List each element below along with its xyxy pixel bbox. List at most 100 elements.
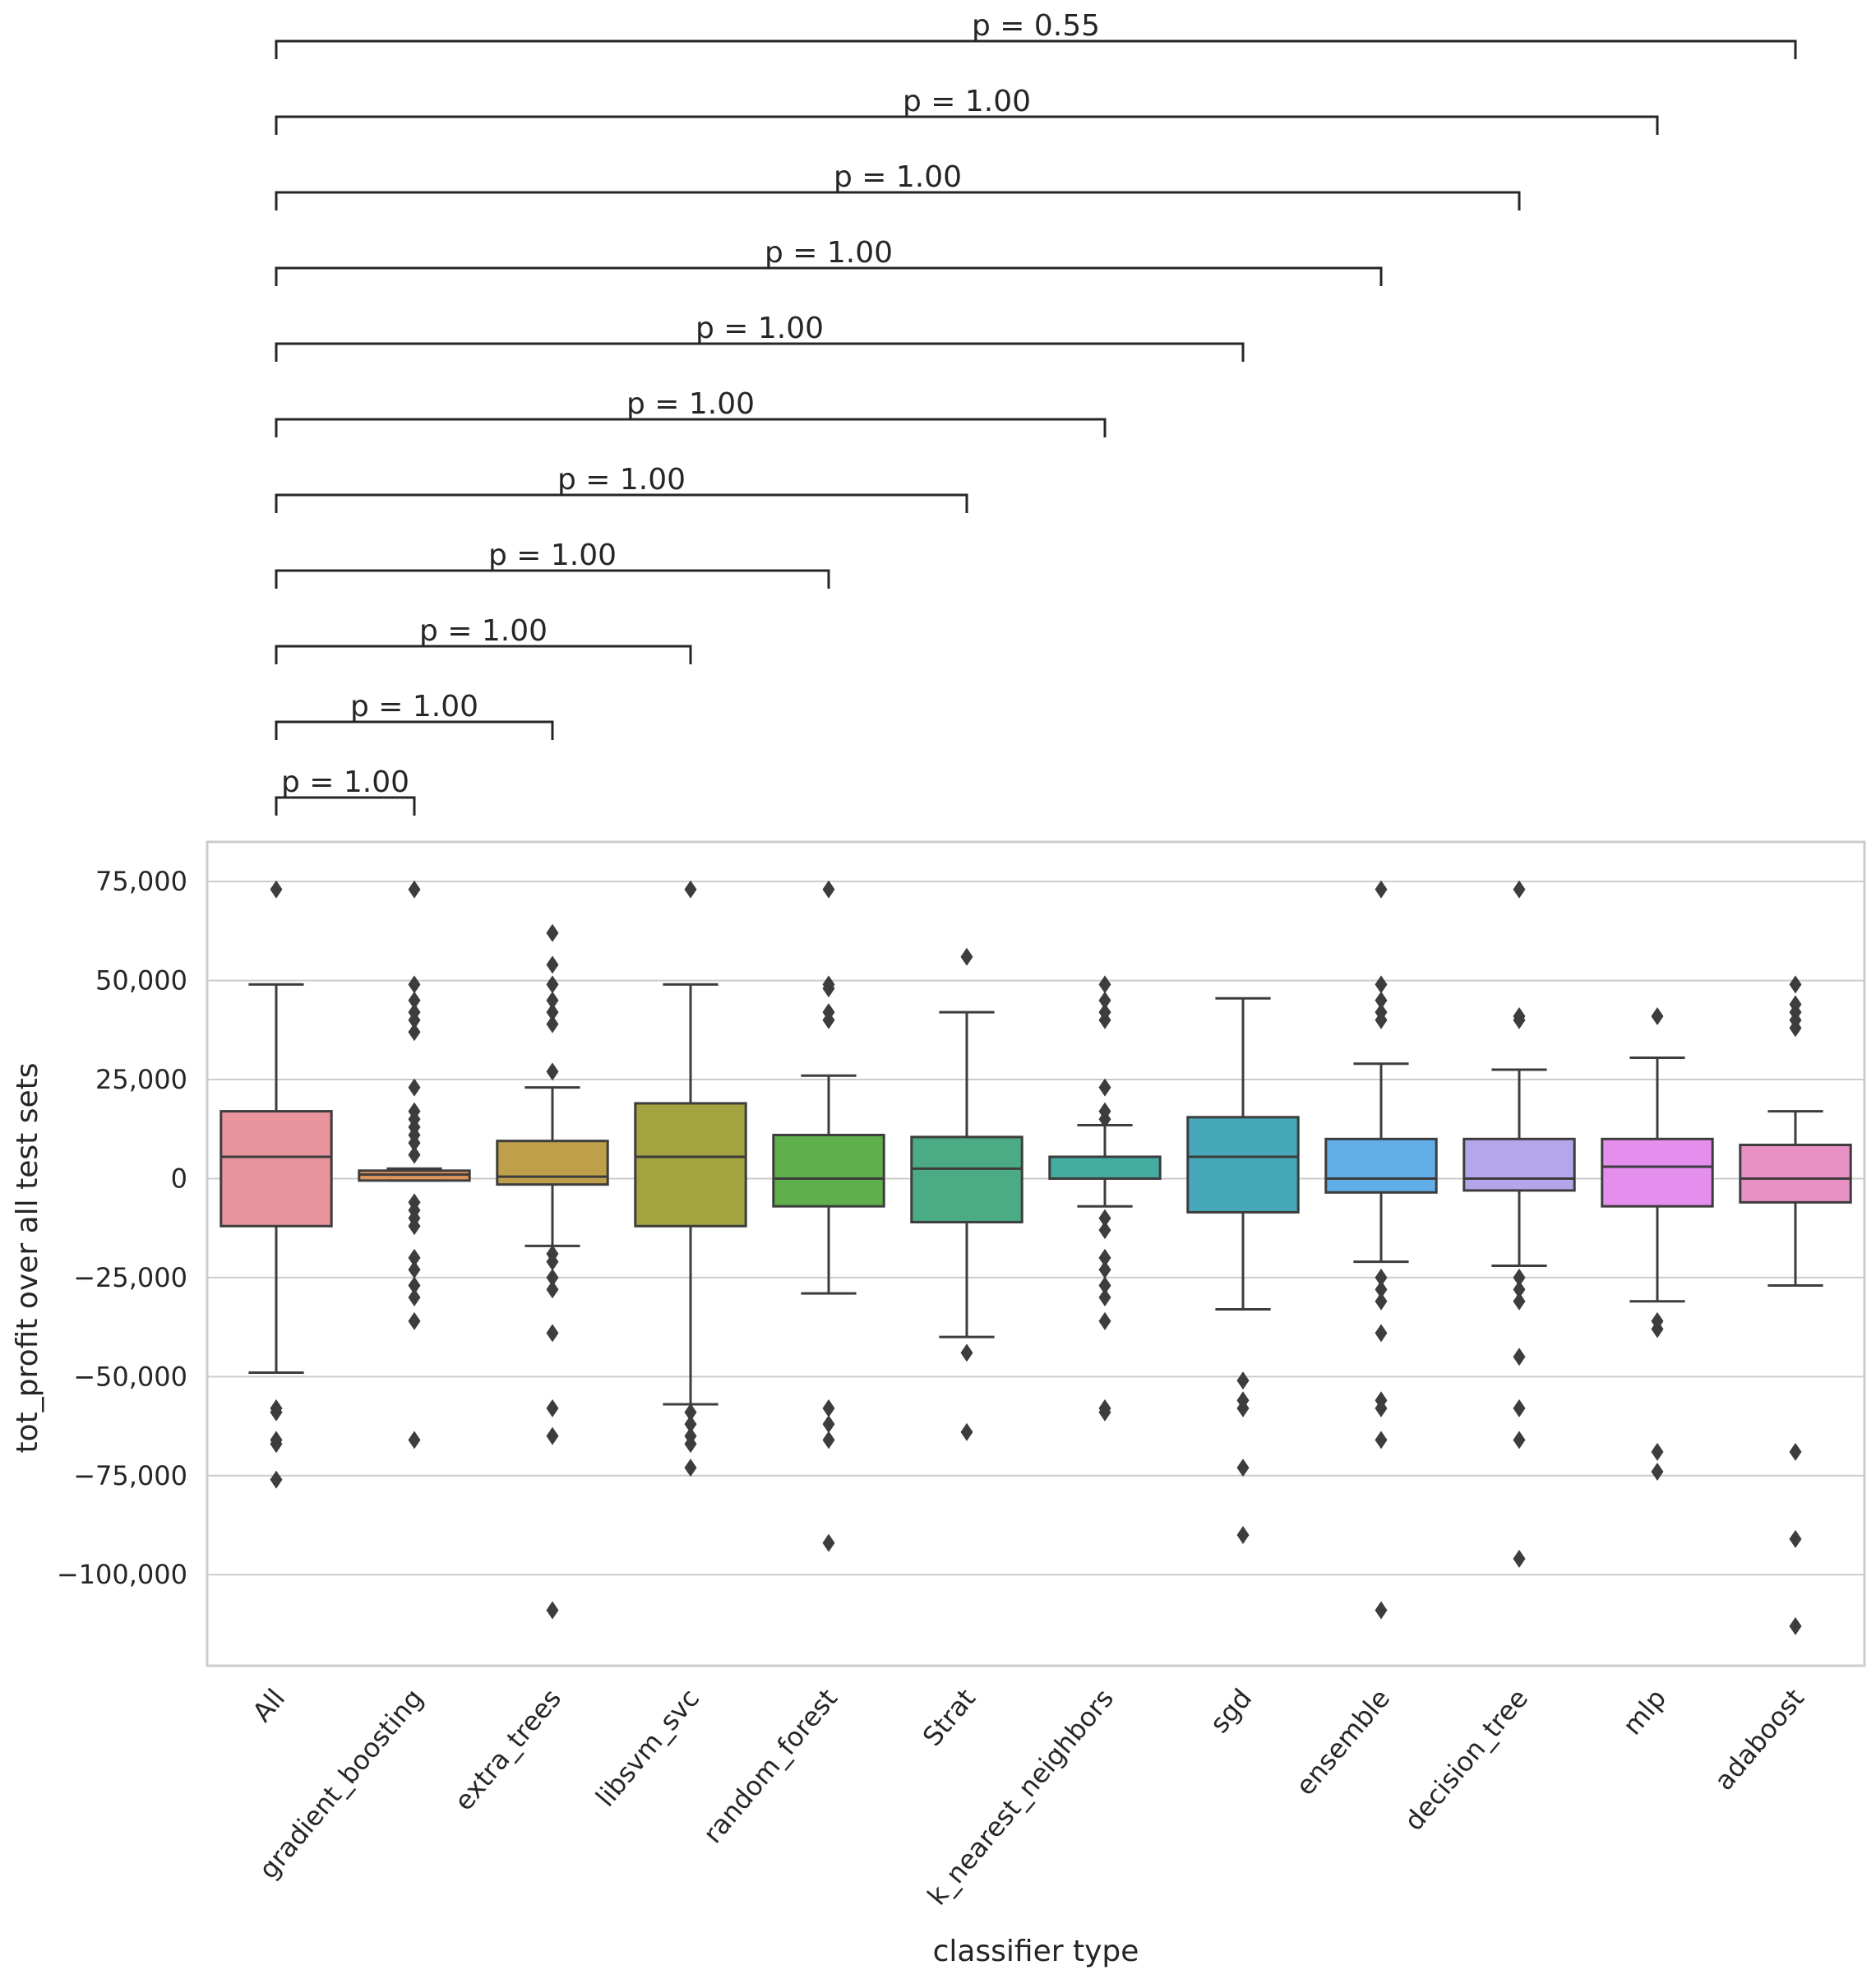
outlier-point xyxy=(1236,1371,1250,1390)
outlier-point xyxy=(546,955,559,974)
significance-bracket: p = 1.00 xyxy=(275,765,416,816)
plot-area xyxy=(206,840,1866,1667)
outlier-point xyxy=(1375,1324,1388,1343)
x-tick-label: random_forest xyxy=(697,1683,843,1849)
outlier-point xyxy=(270,1403,283,1422)
p-value-label: p = 1.00 xyxy=(419,614,548,648)
outlier-point xyxy=(822,1010,835,1029)
boxes xyxy=(219,880,1852,1635)
outlier-point xyxy=(1651,1462,1664,1481)
outlier-point xyxy=(1098,1276,1111,1295)
outlier-point xyxy=(408,1276,421,1295)
box-iqr xyxy=(496,1140,609,1186)
outlier-point xyxy=(1375,975,1388,994)
significance-bracket: p = 1.00 xyxy=(275,387,1107,437)
p-value-label: p = 1.00 xyxy=(765,236,893,270)
outlier-point xyxy=(408,1217,421,1236)
outlier-point xyxy=(1651,1006,1664,1025)
box-group xyxy=(1324,880,1438,1620)
p-value-label: p = 1.00 xyxy=(350,690,478,724)
outlier-point xyxy=(408,991,421,1010)
outlier-point xyxy=(270,1470,283,1489)
outlier-point xyxy=(1651,1320,1664,1339)
outlier-point xyxy=(1513,1348,1526,1366)
outlier-point xyxy=(1513,1010,1526,1029)
y-axis-label: tot_profit over all test sets xyxy=(11,1063,44,1454)
outlier-point xyxy=(546,1324,559,1343)
outlier-point xyxy=(1789,1442,1802,1461)
box-group xyxy=(634,880,747,1477)
outlier-point xyxy=(1513,1549,1526,1568)
outlier-point xyxy=(1789,1529,1802,1548)
outlier-point xyxy=(960,947,973,966)
outlier-point xyxy=(546,1062,559,1081)
outlier-point xyxy=(684,1435,697,1454)
outlier-point xyxy=(408,880,421,899)
outlier-point xyxy=(1789,1019,1802,1038)
box-group xyxy=(1601,1006,1714,1481)
outlier-point xyxy=(1098,975,1111,994)
box-iqr xyxy=(1601,1137,1714,1208)
p-value-label: p = 1.00 xyxy=(557,463,686,497)
gridlines xyxy=(207,881,1864,1576)
box-group xyxy=(1462,880,1576,1568)
significance-bracket: p = 1.00 xyxy=(275,312,1245,362)
outlier-point xyxy=(546,1015,559,1033)
box-group xyxy=(772,880,885,1552)
outlier-point xyxy=(1513,1292,1526,1311)
outlier-point xyxy=(546,1268,559,1287)
y-tick-label: −50,000 xyxy=(73,1361,187,1392)
outlier-point xyxy=(408,1260,421,1279)
outlier-point xyxy=(684,1403,697,1422)
y-tick-label: 50,000 xyxy=(95,965,187,996)
outlier-point xyxy=(1098,1288,1111,1306)
p-value-label: p = 1.00 xyxy=(903,85,1031,118)
y-tick-label: −75,000 xyxy=(73,1460,187,1491)
outlier-point xyxy=(1789,975,1802,994)
outlier-point xyxy=(1236,1459,1250,1477)
y-tick-label: −100,000 xyxy=(57,1559,187,1590)
box-group xyxy=(219,880,333,1489)
outlier-point xyxy=(1236,1399,1250,1417)
outlier-point xyxy=(1375,1010,1388,1029)
outlier-point xyxy=(684,880,697,899)
outlier-point xyxy=(1098,1311,1111,1330)
outlier-point xyxy=(1513,1399,1526,1417)
p-value-label: p = 1.00 xyxy=(695,312,824,345)
outlier-point xyxy=(546,975,559,994)
x-tick-label: mlp xyxy=(1616,1683,1672,1741)
box-iqr xyxy=(1048,1155,1162,1180)
outlier-point xyxy=(546,991,559,1010)
outlier-point xyxy=(1375,1292,1388,1311)
p-value-label: p = 1.00 xyxy=(488,539,617,572)
y-tick-label: 75,000 xyxy=(95,866,187,897)
bracket-line xyxy=(275,115,1659,135)
outlier-point xyxy=(1375,1431,1388,1450)
outlier-point xyxy=(546,923,559,942)
box-iqr xyxy=(1186,1116,1300,1214)
outlier-point xyxy=(1513,1280,1526,1299)
outlier-point xyxy=(1375,991,1388,1010)
outlier-point xyxy=(684,1415,697,1434)
outlier-point xyxy=(546,1426,559,1445)
outlier-point xyxy=(1513,1268,1526,1287)
significance-bracket: p = 1.00 xyxy=(275,463,968,513)
y-tick-label: −25,000 xyxy=(73,1262,187,1293)
outlier-point xyxy=(408,1288,421,1306)
x-tick-label: libsvm_svc xyxy=(589,1683,705,1813)
outlier-point xyxy=(1098,991,1111,1010)
outlier-point xyxy=(684,1459,697,1477)
box-iqr xyxy=(1462,1137,1576,1192)
outlier-point xyxy=(1513,1431,1526,1450)
significance-annotations: p = 1.00 p = 1.00 p = 1.00 p = 1.00 p = 1.00… xyxy=(275,9,1797,816)
outlier-point xyxy=(1375,1268,1388,1287)
significance-bracket: p = 1.00 xyxy=(275,160,1521,210)
outlier-point xyxy=(1513,880,1526,899)
box-group xyxy=(1739,975,1852,1635)
bracket-line xyxy=(275,720,554,740)
x-tick-label: decision_tree xyxy=(1398,1683,1535,1837)
outlier-point xyxy=(822,1399,835,1417)
significance-bracket: p = 1.00 xyxy=(275,690,554,740)
